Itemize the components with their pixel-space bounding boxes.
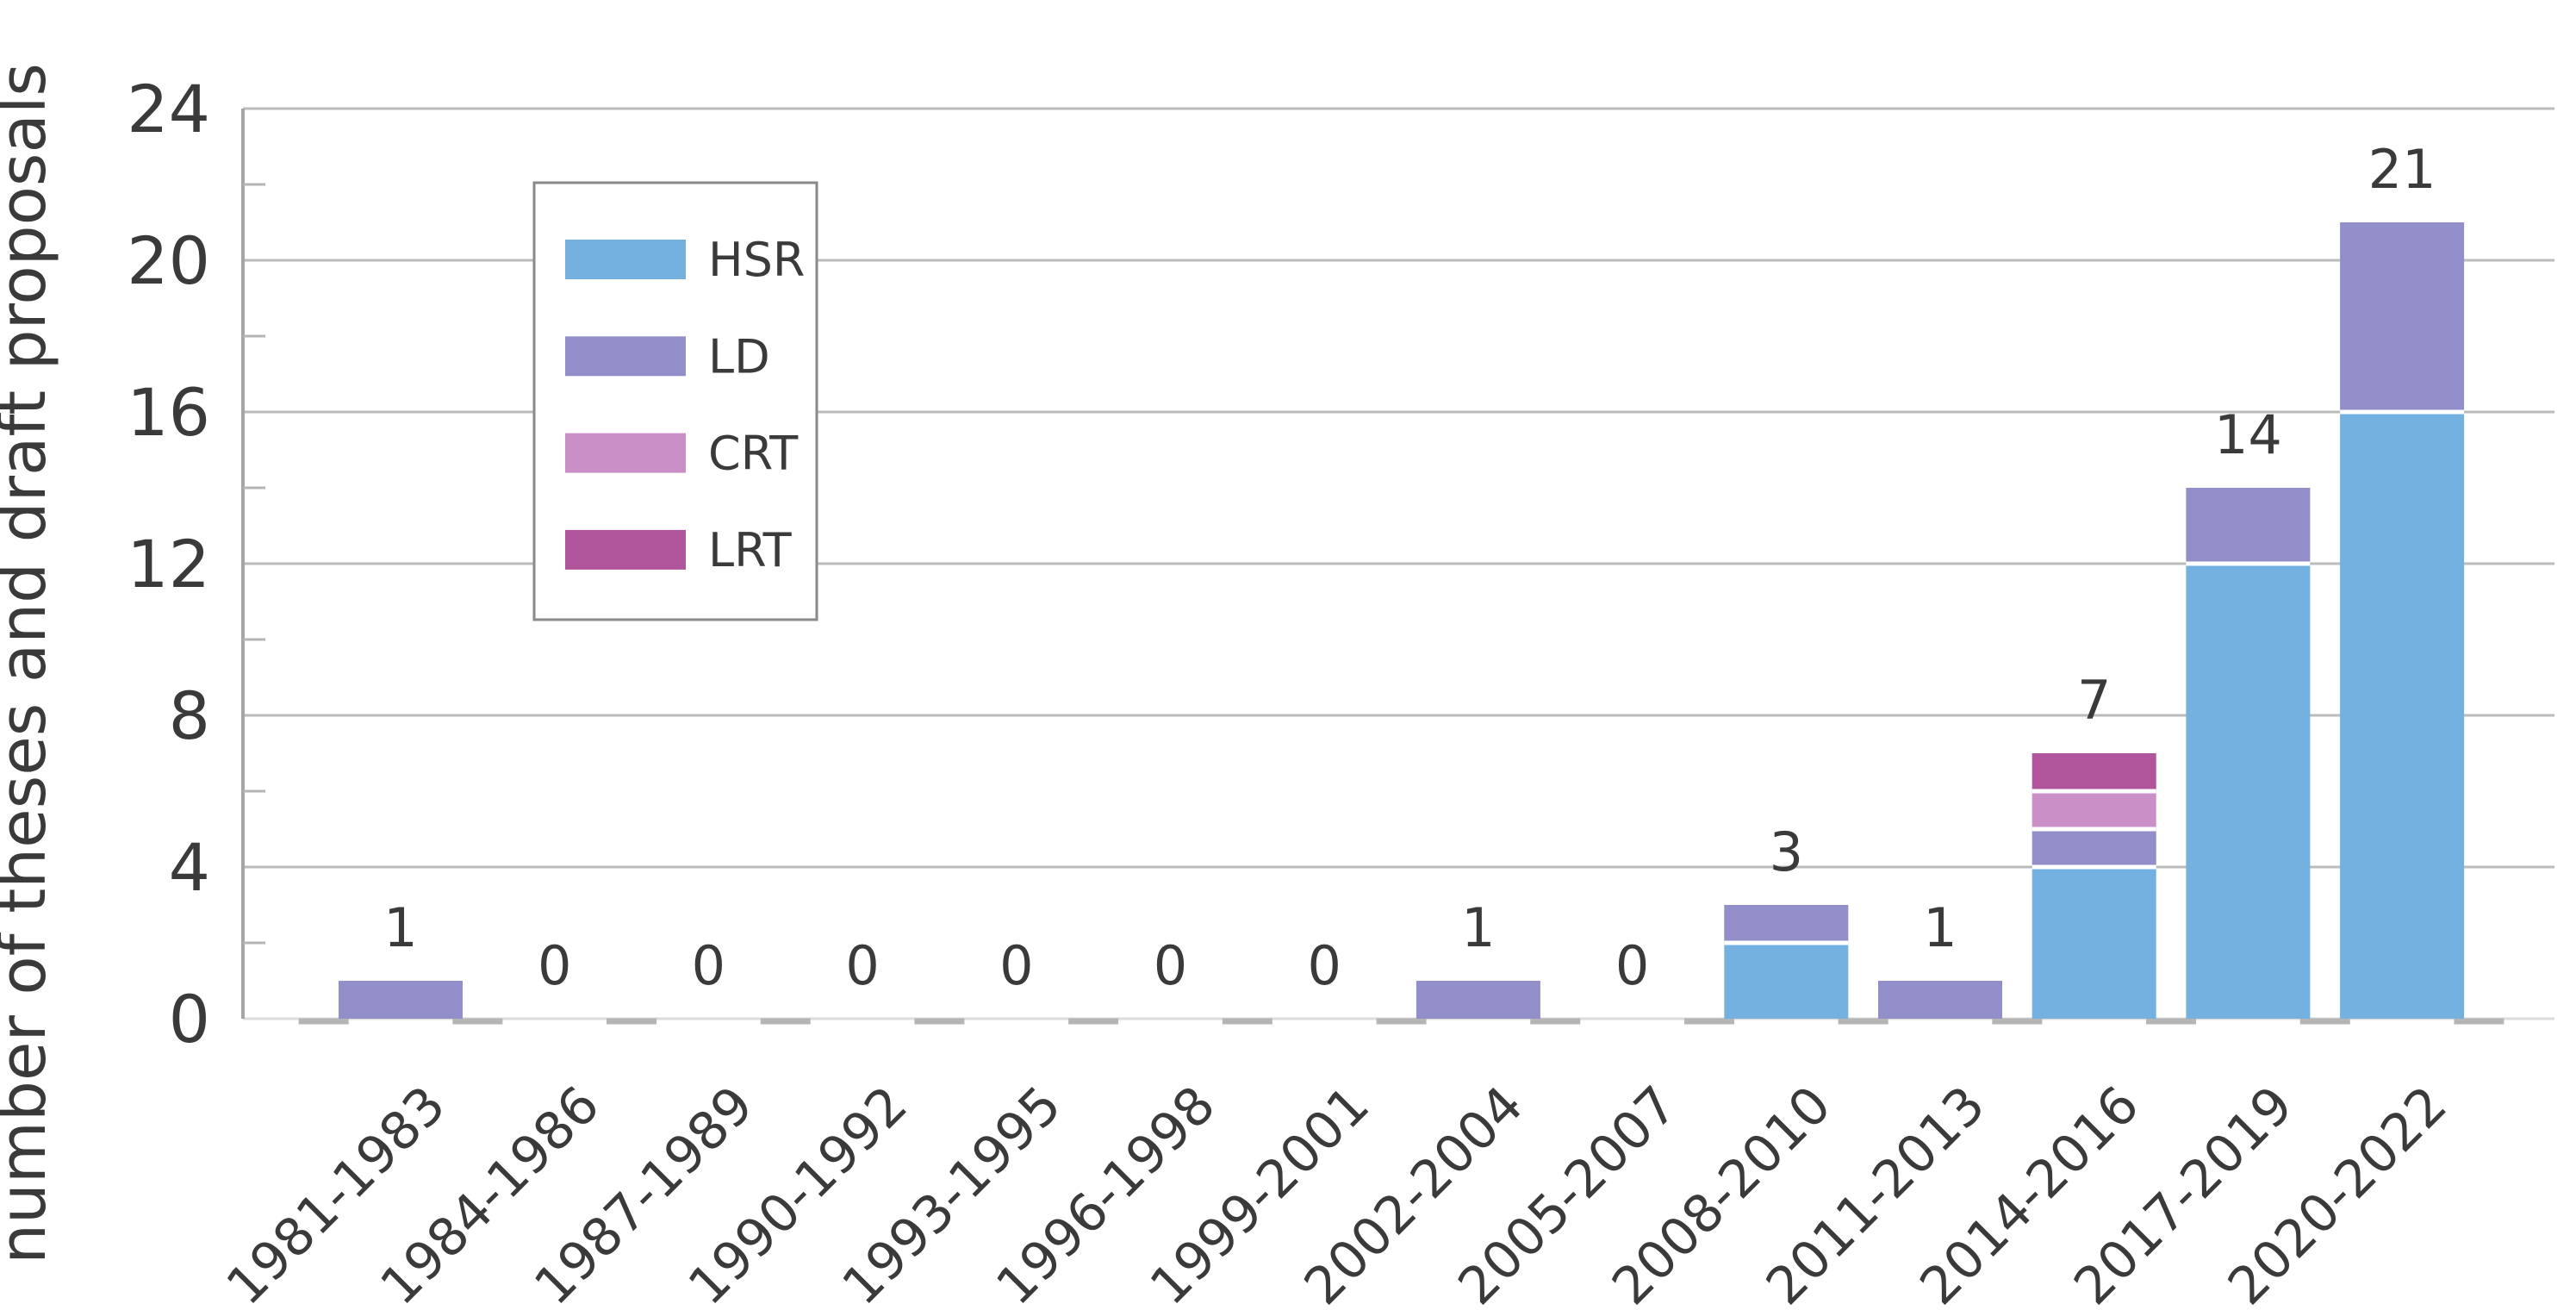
value-label-2008-2010: 3 [1770, 820, 1803, 883]
y-tick-label-24: 24 [127, 71, 210, 147]
bar-segment-LD-2014-2016 [2032, 829, 2156, 867]
legend-swatch-LD [565, 336, 686, 377]
value-label-1996-1998: 0 [1154, 934, 1187, 997]
y-tick-label-8: 8 [169, 677, 210, 754]
value-label-2002-2004: 1 [1461, 896, 1495, 959]
legend-label-LRT: LRT [708, 523, 793, 577]
legend: HSR LD CRT LRT [532, 181, 818, 621]
y-tick-label-0: 0 [169, 981, 210, 1057]
bar-segment-HSR-2014-2016 [2032, 867, 2156, 1019]
y-axis-title: number of theses and draft proposals [0, 63, 60, 1264]
bar-layer [339, 222, 2465, 1019]
value-label-1993-1995: 0 [999, 934, 1033, 997]
value-label-1981-1983: 1 [383, 896, 417, 959]
y-tick-label-16: 16 [127, 374, 210, 451]
value-label-2020-2022: 21 [2368, 138, 2436, 201]
bar-segment-HSR-2008-2010 [1724, 943, 1849, 1019]
bar-segment-LD-2020-2022 [2340, 222, 2465, 412]
y-tick-label-20: 20 [127, 222, 210, 299]
bar-segment-LD-2011-2013 [1878, 981, 2002, 1019]
bar-segment-LD-1981-1983 [339, 981, 463, 1019]
bar-segment-HSR-2020-2022 [2340, 412, 2465, 1019]
legend-label-LD: LD [708, 329, 770, 384]
legend-swatch-CRT [565, 433, 686, 473]
bar-segment-CRT-2014-2016 [2032, 791, 2156, 829]
value-label-2011-2013: 1 [1923, 896, 1957, 959]
value-label-2005-2007: 0 [1615, 934, 1649, 997]
legend-label-HSR: HSR [708, 233, 805, 287]
legend-label-CRT: CRT [708, 427, 799, 481]
y-tick-label-12: 12 [127, 526, 210, 602]
value-label-1984-1986: 0 [538, 934, 571, 997]
legend-swatch-HSR [565, 240, 686, 279]
value-label-1999-2001: 0 [1307, 934, 1341, 997]
bar-segment-LD-2002-2004 [1416, 981, 1540, 1019]
value-label-1990-1992: 0 [845, 934, 879, 997]
value-label-2017-2019: 14 [2214, 403, 2282, 466]
y-tick-label-4: 4 [169, 829, 210, 906]
bar-segment-LD-2017-2019 [2186, 488, 2311, 564]
bar-segment-HSR-2017-2019 [2186, 564, 2311, 1019]
axis-layer: 0 4 8 12 16 20 24 [127, 71, 265, 1057]
bar-segment-LRT-2014-2016 [2032, 753, 2156, 791]
value-label-1987-1989: 0 [692, 934, 725, 997]
value-label-2014-2016: 7 [2077, 669, 2111, 732]
bar-segment-LD-2008-2010 [1724, 905, 1849, 943]
legend-swatch-LRT [565, 529, 686, 570]
